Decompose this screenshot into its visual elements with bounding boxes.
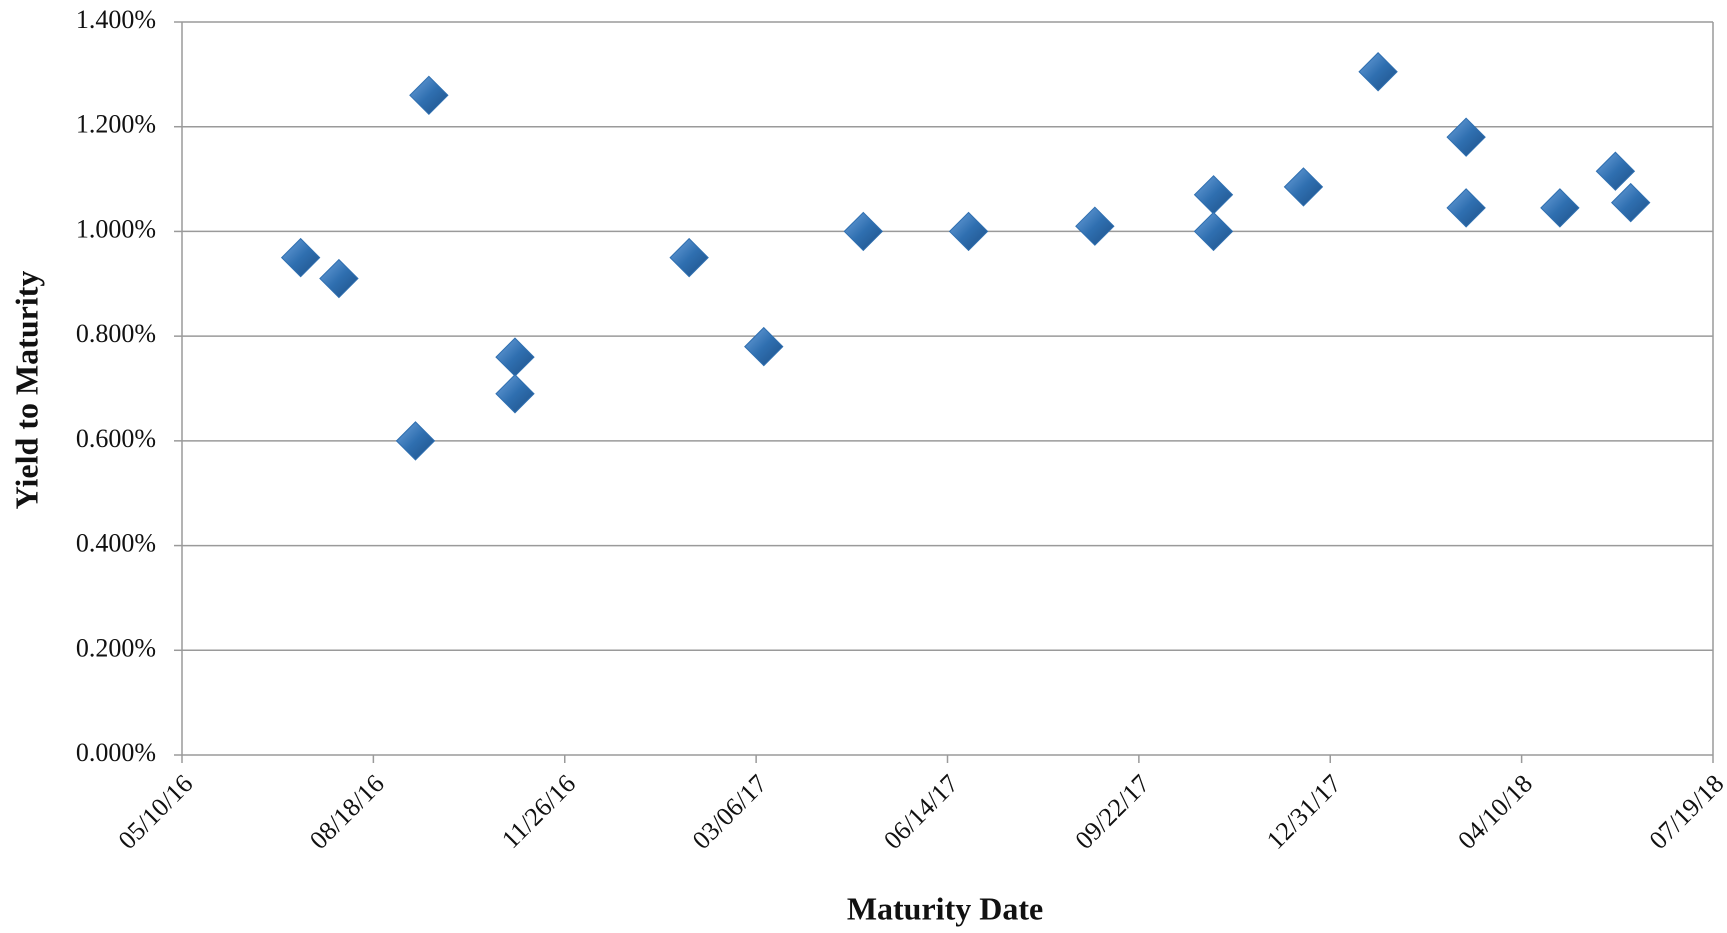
- data-point: [1193, 211, 1234, 252]
- data-point: [744, 326, 784, 367]
- data-point: [843, 211, 884, 252]
- data-point: [1193, 175, 1234, 215]
- data-point: [1446, 188, 1486, 228]
- data-point: [1075, 206, 1115, 246]
- y-tick-label: 0.600%: [76, 424, 156, 453]
- data-point: [1283, 167, 1324, 207]
- x-tick-label: 11/26/16: [496, 769, 581, 854]
- data-point: [1446, 117, 1486, 157]
- data-point: [948, 211, 989, 252]
- x-tick-label: 07/19/18: [1644, 769, 1727, 855]
- data-point: [1540, 188, 1580, 228]
- data-point: [669, 237, 709, 278]
- data-point: [395, 421, 436, 461]
- x-tick-label: 12/31/17: [1261, 769, 1347, 855]
- y-tick-label: 1.000%: [76, 214, 156, 243]
- data-point: [409, 75, 449, 116]
- data-point: [280, 237, 321, 278]
- y-tick-label: 0.000%: [76, 738, 156, 767]
- x-tick-label: 09/22/17: [1069, 769, 1155, 855]
- x-tick-label: 05/10/16: [113, 769, 199, 855]
- y-axis-title: Yield to Maturity: [8, 271, 44, 510]
- data-point: [1595, 151, 1636, 191]
- x-tick-label: 06/14/17: [878, 769, 964, 855]
- y-tick-label: 1.400%: [76, 5, 156, 34]
- y-tick-label: 0.400%: [76, 529, 156, 558]
- x-tick-label: 04/10/18: [1452, 769, 1538, 855]
- y-tick-label: 0.200%: [76, 633, 156, 662]
- x-tick-label: 03/06/17: [687, 769, 773, 855]
- data-point: [1358, 52, 1398, 92]
- y-tick-label: 1.200%: [76, 110, 156, 139]
- y-tick-label: 0.800%: [76, 319, 156, 348]
- data-point: [1611, 182, 1651, 223]
- data-point: [495, 374, 535, 414]
- x-axis-title: Maturity Date: [847, 890, 1043, 926]
- data-point: [319, 258, 359, 299]
- data-point: [495, 337, 535, 377]
- x-tick-label: 08/18/16: [304, 769, 390, 855]
